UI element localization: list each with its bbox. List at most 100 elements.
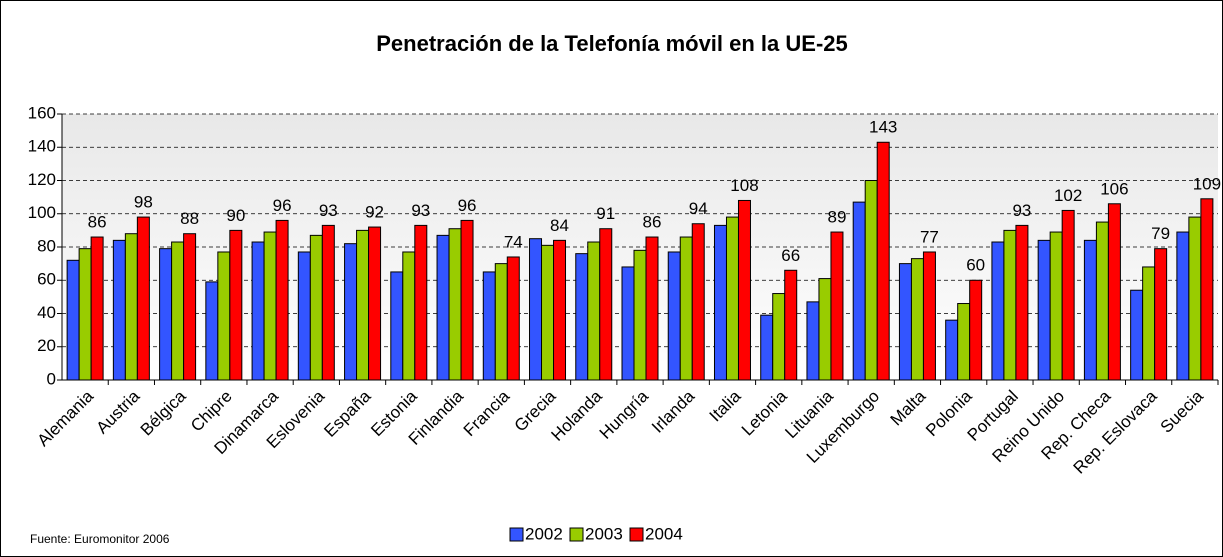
bar [713,224,727,381]
bar [830,231,844,381]
data-label: 109 [1193,174,1221,193]
y-tick-label: 140 [28,137,56,156]
data-label: 89 [827,208,846,227]
data-label: 93 [319,201,338,220]
bar [506,256,520,381]
y-tick-label: 80 [37,236,56,255]
y-tick-label: 20 [37,336,56,355]
y-tick-label: 40 [37,303,56,322]
data-label: 77 [920,227,939,246]
bar [205,281,219,381]
bar [390,271,404,381]
bar [297,251,311,381]
bar [922,251,936,381]
data-label: 90 [226,206,245,225]
bar [1200,198,1214,381]
data-label: 84 [550,216,569,235]
legend-label: 2004 [645,524,683,543]
bar [1188,216,1202,381]
bar [1061,209,1075,381]
bar [344,243,358,381]
data-label: 96 [458,196,477,215]
bar [1083,239,1097,381]
bar [136,216,150,381]
bar [1095,221,1109,381]
bar [78,248,92,381]
bar [1130,289,1144,381]
bar [784,269,798,381]
bar [494,263,508,381]
bar [1003,229,1017,381]
bar [321,224,335,381]
bar [112,239,126,381]
bar [1015,224,1029,381]
bar [679,236,693,381]
data-label: 92 [365,203,384,222]
data-label: 91 [596,204,615,223]
bar [1107,203,1121,381]
bar [852,201,866,381]
bar [633,249,647,381]
bar [414,224,428,381]
data-label: 96 [273,196,292,215]
bar [1037,239,1051,381]
bar [1049,231,1063,381]
data-label: 66 [781,246,800,265]
bar [945,319,959,381]
bar [725,216,739,381]
bar [171,241,185,381]
bar [529,238,543,381]
bar [587,241,601,381]
bar [482,271,496,381]
bar [1154,248,1168,381]
bar [159,248,173,381]
bar [275,219,289,381]
bar [1176,231,1190,381]
data-label: 60 [966,256,985,275]
legend-label: 2003 [585,524,623,543]
bar [124,233,138,381]
bar [263,231,277,381]
bar [541,244,555,381]
bar [864,180,878,381]
bar [599,228,613,381]
y-tick-label: 160 [28,103,56,122]
y-tick-label: 0 [47,369,56,388]
bar [356,229,370,381]
data-label: 102 [1054,186,1082,205]
y-tick-label: 120 [28,170,56,189]
data-label: 86 [643,213,662,232]
bar [772,293,786,381]
data-label: 88 [180,209,199,228]
bar [66,259,80,381]
bar [806,301,820,381]
data-label: 143 [869,118,897,137]
data-label: 94 [689,199,708,218]
bar [402,251,416,381]
data-label: 79 [1151,224,1170,243]
bar [737,199,751,381]
bar [1142,266,1156,381]
bar [183,233,197,381]
bar [575,253,589,381]
bar [251,241,265,381]
bar [760,314,774,381]
y-tick-label: 100 [28,203,56,222]
bar [217,251,231,381]
data-label: 74 [504,232,523,251]
bar [910,258,924,381]
bar [90,236,104,381]
bar [368,226,382,381]
bar [309,234,323,381]
bar [621,266,635,381]
bar [229,229,243,381]
legend-label: 2002 [525,524,563,543]
data-label: 93 [411,201,430,220]
bar [645,236,659,381]
bar [957,303,971,381]
data-label: 106 [1100,179,1128,198]
data-label: 108 [730,176,758,195]
bar [818,278,832,381]
bar [448,228,462,381]
